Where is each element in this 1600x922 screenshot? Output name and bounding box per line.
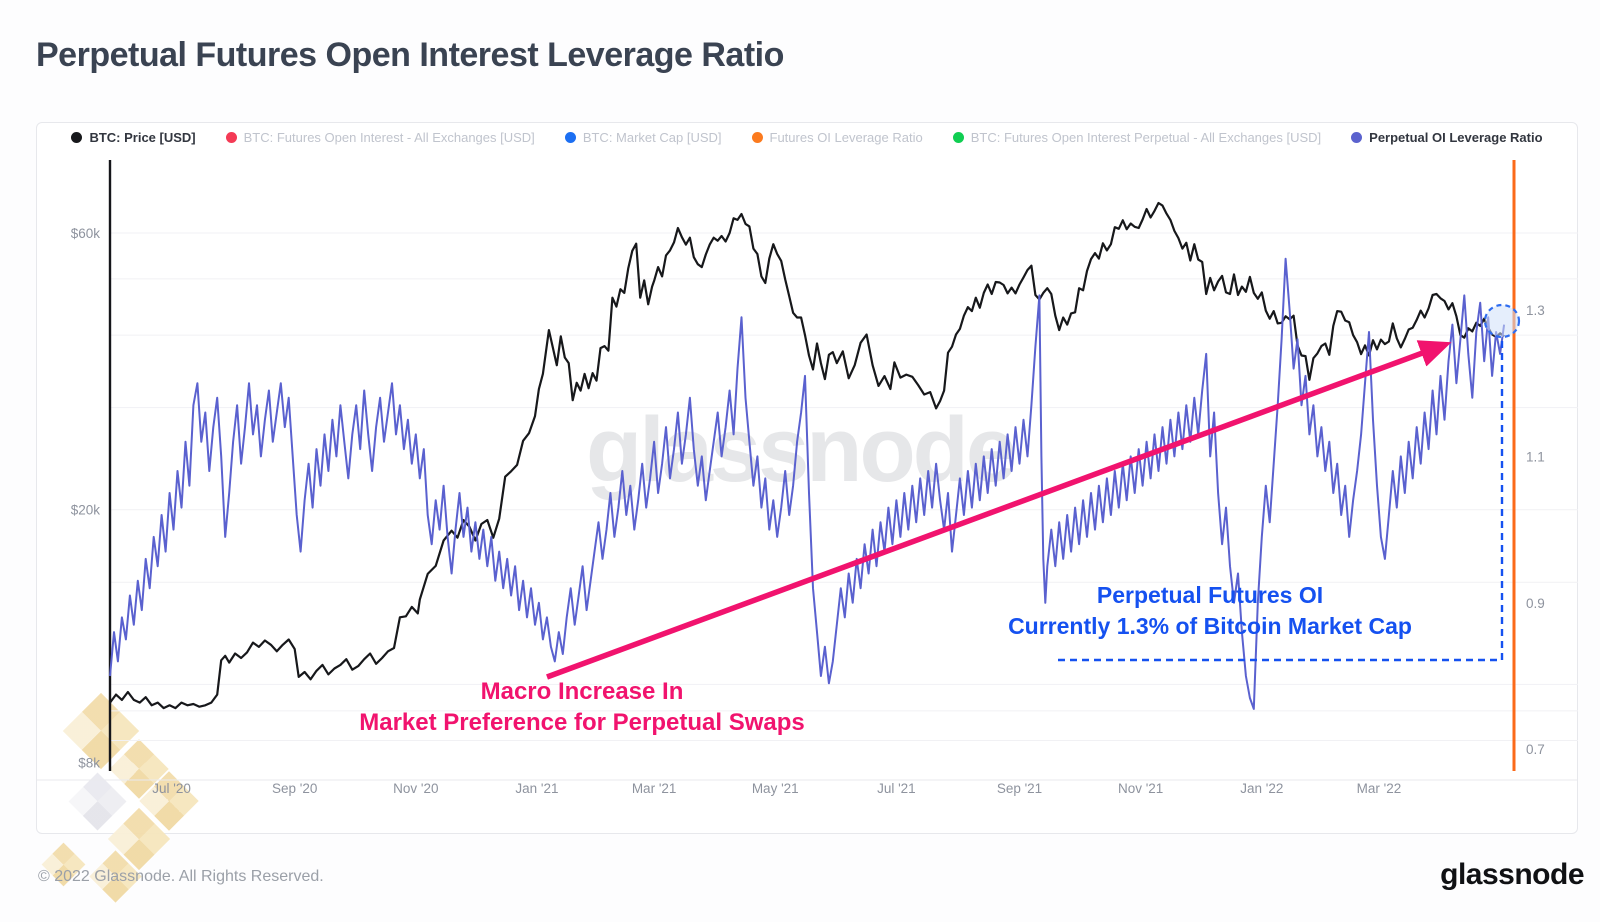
chart-legend: BTC: Price [USD] BTC: Futures Open Intere…	[40, 130, 1574, 145]
x-tick-label: Sep '20	[272, 781, 317, 796]
x-tick-label: Nov '20	[393, 781, 438, 796]
callout-dashed-line	[1058, 338, 1504, 662]
legend-label: Futures OI Leverage Ratio	[769, 130, 923, 145]
legend-label: BTC: Market Cap [USD]	[582, 130, 722, 145]
x-tick-label: Jan '21	[515, 781, 558, 796]
legend-dot-icon	[1351, 132, 1363, 143]
annotation-perp-line1: Perpetual Futures OI	[1096, 582, 1324, 608]
highlight-ellipse	[1483, 303, 1521, 339]
x-tick-label: Nov '21	[1118, 781, 1163, 796]
y-left-tick-label: $8k	[78, 756, 100, 771]
annotation-macro-line2: Market Preference for Perpetual Swaps	[359, 709, 805, 736]
legend-dot-icon	[71, 132, 83, 143]
legend-item-1[interactable]: BTC: Futures Open Interest - All Exchang…	[225, 130, 535, 145]
y-right-tick-label: 1.3	[1526, 303, 1545, 318]
legend-dot-icon	[564, 132, 576, 143]
legend-dot-icon	[225, 132, 237, 143]
x-tick-label: Jul '21	[877, 781, 916, 796]
price-line	[109, 201, 1505, 710]
glassnode-logo: glassnode	[1440, 858, 1584, 891]
x-tick-label: Sep '21	[997, 781, 1042, 796]
legend-item-3[interactable]: Futures OI Leverage Ratio	[751, 130, 923, 145]
legend-label: BTC: Futures Open Interest Perpetual - A…	[970, 130, 1322, 145]
annotation-perp-oi: Perpetual Futures OI Currently 1.3% of B…	[960, 580, 1460, 642]
legend-label: BTC: Futures Open Interest - All Exchang…	[243, 130, 535, 145]
copyright-text: © 2022 Glassnode. All Rights Reserved.	[38, 868, 324, 885]
y-right-tick-label: 0.9	[1526, 596, 1545, 611]
x-tick-label: Mar '21	[632, 781, 677, 796]
chart-card	[36, 122, 1578, 834]
y-left-tick-label: $60k	[71, 226, 101, 241]
legend-item-0[interactable]: BTC: Price [USD]	[71, 130, 196, 145]
legend-dot-icon	[751, 132, 763, 143]
legend-item-2[interactable]: BTC: Market Cap [USD]	[564, 130, 722, 145]
y-right-tick-label: 1.1	[1526, 449, 1545, 464]
x-tick-label: Jul '20	[152, 781, 191, 796]
annotation-perp-line2: Currently 1.3% of Bitcoin Market Cap	[1008, 613, 1412, 639]
x-tick-label: Jan '22	[1240, 781, 1283, 796]
perp-oi-leverage-ratio-line	[109, 257, 1506, 710]
annotation-macro-increase: Macro Increase In Market Preference for …	[332, 676, 832, 738]
y-left-tick-label: $20k	[71, 503, 101, 518]
y-right-tick-label: 0.7	[1526, 742, 1545, 757]
trend-arrow	[546, 340, 1452, 680]
annotation-macro-line1: Macro Increase In	[480, 678, 684, 705]
x-tick-label: Mar '22	[1357, 781, 1402, 796]
legend-item-5[interactable]: Perpetual OI Leverage Ratio	[1351, 130, 1543, 145]
legend-label: Perpetual OI Leverage Ratio	[1369, 130, 1543, 145]
legend-item-4[interactable]: BTC: Futures Open Interest Perpetual - A…	[952, 130, 1322, 145]
legend-label: BTC: Price [USD]	[89, 130, 196, 145]
legend-dot-icon	[952, 132, 964, 143]
page-title: Perpetual Futures Open Interest Leverage…	[36, 36, 784, 74]
x-tick-label: May '21	[752, 781, 799, 796]
